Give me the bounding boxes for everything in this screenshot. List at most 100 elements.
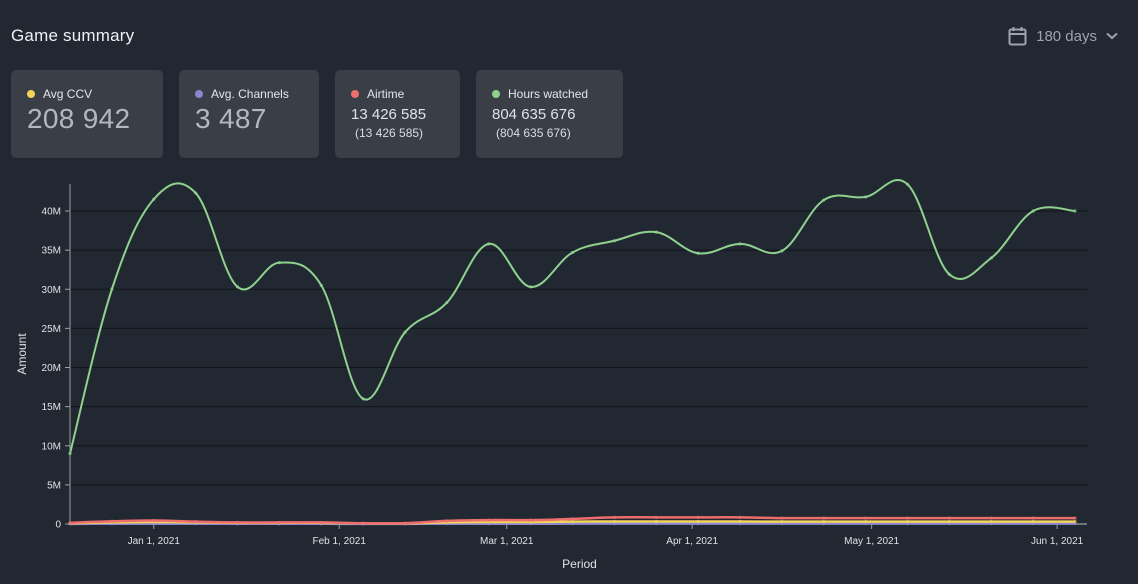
y-tick-label: 40M [42,207,61,218]
data-point [989,520,993,524]
stat-card-value: 208 942 [27,103,131,134]
y-tick-label: 35M [42,246,61,257]
series-line-0 [69,179,1076,454]
data-point [654,515,658,519]
y-tick-label: 15M [42,402,61,413]
data-point [612,515,616,519]
data-point [277,520,281,525]
data-point [445,519,449,523]
data-point [361,521,365,525]
stat-card-value: 804 635 676 [492,106,576,123]
stat-card-avg-ccv: Avg CCV 208 942 [11,70,163,158]
x-tick-label: Mar 1, 2021 [480,536,534,547]
data-point [738,519,742,524]
data-point [696,522,700,526]
data-point [864,516,868,520]
x-tick-label: May 1, 2021 [844,536,899,547]
y-tick-label: 5M [47,480,61,491]
data-point [277,261,281,265]
data-point [403,330,407,334]
data-point [696,515,700,519]
data-point [780,516,784,520]
page-title: Game summary [11,26,135,45]
data-point [194,191,198,195]
data-point [570,520,575,524]
data-point [989,516,993,520]
data-point [738,242,742,246]
avg-ccv-dot-icon [27,90,35,98]
stat-card-hours-watched: Hours watched 804 635 676 (804 635 676) [476,70,623,158]
y-tick-label: 20M [42,363,61,374]
data-point [319,520,323,525]
y-tick-label: 30M [42,285,61,296]
data-point [822,516,826,520]
data-point [445,300,449,305]
stat-cards: Avg CCV 208 942 Avg. Channels 3 487 Airt… [11,70,623,158]
y-axis-label: Amount [15,333,29,375]
data-point [487,242,491,246]
data-point [570,250,575,255]
y-tick-label: 10M [42,441,61,452]
data-point [654,522,658,526]
avg-channels-dot-icon [195,90,203,98]
data-point [905,516,910,520]
data-point [1073,516,1077,520]
calendar-icon [1008,26,1027,46]
data-point [822,520,826,524]
header: Game summary 180 days [11,22,1118,50]
stat-card-subvalue: (13 426 585) [355,126,424,140]
stat-card-subvalue: (804 635 676) [496,126,571,140]
data-point [529,518,533,522]
data-point [696,519,700,524]
data-point [570,517,575,521]
data-point [864,195,868,199]
stat-card-label: Avg. Channels [211,87,289,101]
period-dropdown[interactable]: 180 days [1008,26,1118,46]
stat-card-label: Avg CCV [43,87,93,101]
y-tick-label: 0 [55,520,61,531]
data-point [864,520,868,524]
y-tick-label: 25M [42,324,61,335]
line-chart: 0 5M 10M 15M 20M 25M 30M 35M 40M Jan 1, 2021 Feb 1… [15,179,1087,571]
stat-card-label: Airtime [367,87,405,101]
data-point [152,197,156,201]
stat-card-value: 13 426 585 [351,106,427,123]
data-point [1031,209,1035,213]
stat-card-label: Hours watched [508,87,589,101]
period-dropdown-label: 180 days [1036,27,1097,45]
x-tick-label: Apr 1, 2021 [666,536,718,547]
data-point [780,249,784,253]
data-point [1073,209,1077,213]
data-point [235,285,240,289]
data-point [696,251,700,255]
data-point [780,520,784,524]
data-point [68,451,72,456]
x-tick-label: Feb 1, 2021 [313,536,367,547]
x-tick-label: Jan 1, 2021 [128,536,181,547]
data-point [612,519,616,524]
data-point [194,520,198,524]
data-point [529,285,533,289]
data-point [905,520,910,524]
x-axis-label: Period [562,557,597,571]
data-point [68,521,72,525]
x-tick-label: Jun 1, 2021 [1031,536,1084,547]
data-point [403,521,407,525]
data-point [822,198,826,202]
data-point [1031,516,1035,520]
data-point [905,182,910,186]
data-point [1031,520,1035,524]
data-point [319,283,323,287]
stat-card-airtime: Airtime 13 426 585 (13 426 585) [335,70,460,158]
data-point [654,230,658,234]
data-point [1073,520,1077,524]
stat-card-avg-channels: Avg. Channels 3 487 [179,70,319,158]
data-point [947,272,952,276]
data-point [110,519,114,523]
data-point [989,256,993,260]
data-point [612,522,616,526]
airtime-dot-icon [351,90,359,98]
data-point [235,520,240,525]
data-point [110,287,114,291]
